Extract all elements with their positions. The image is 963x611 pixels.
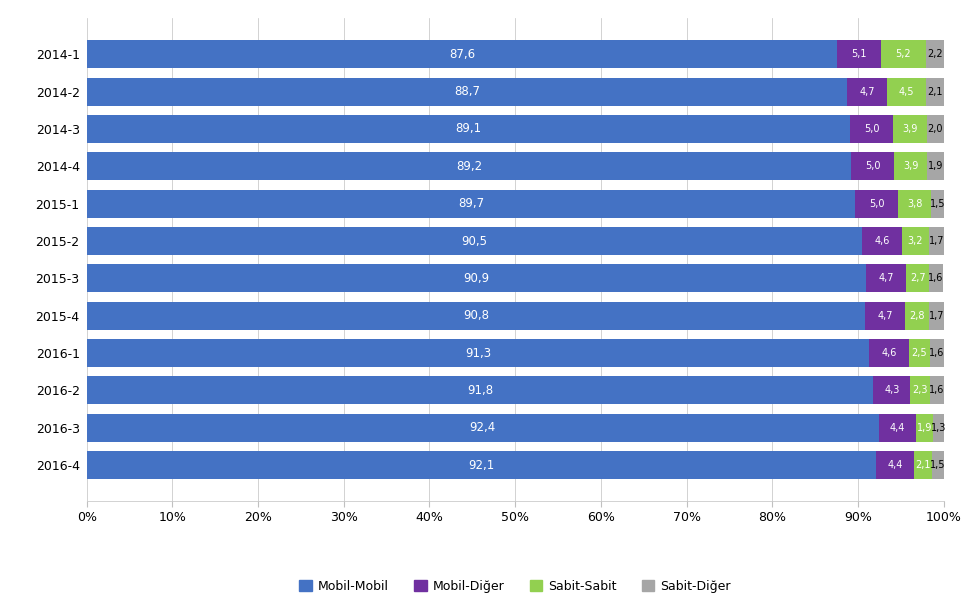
Text: 2,1: 2,1	[927, 87, 943, 97]
Bar	[870, 339, 909, 367]
Bar	[87, 376, 873, 404]
Text: 5,0: 5,0	[864, 124, 879, 134]
Text: 4,5: 4,5	[898, 87, 914, 97]
Bar	[909, 339, 930, 367]
Bar	[925, 78, 944, 106]
Text: 4,6: 4,6	[874, 236, 890, 246]
Bar	[87, 189, 855, 218]
Bar	[87, 451, 876, 479]
Text: 88,7: 88,7	[454, 85, 480, 98]
Bar	[876, 451, 914, 479]
Text: 5,1: 5,1	[851, 49, 867, 59]
Legend: Mobil-Mobil, Mobil-Diğer, Sabit-Sabit, Sabit-Diğer: Mobil-Mobil, Mobil-Diğer, Sabit-Sabit, S…	[295, 575, 736, 598]
Text: 3,9: 3,9	[902, 124, 918, 134]
Bar	[914, 451, 932, 479]
Text: 2,1: 2,1	[915, 460, 930, 470]
Bar	[862, 227, 901, 255]
Bar	[905, 302, 929, 330]
Bar	[894, 152, 927, 180]
Text: 4,6: 4,6	[881, 348, 897, 358]
Bar	[931, 189, 944, 218]
Text: 2,5: 2,5	[912, 348, 927, 358]
Bar	[930, 339, 944, 367]
Text: 4,7: 4,7	[878, 273, 894, 284]
Text: 4,7: 4,7	[859, 87, 874, 97]
Bar	[838, 40, 881, 68]
Text: 3,8: 3,8	[907, 199, 923, 209]
Bar	[87, 339, 870, 367]
Text: 90,9: 90,9	[463, 272, 489, 285]
Text: 90,5: 90,5	[461, 235, 487, 247]
Bar	[887, 78, 925, 106]
Text: 1,6: 1,6	[928, 273, 944, 284]
Bar	[87, 78, 846, 106]
Text: 1,5: 1,5	[930, 460, 946, 470]
Bar	[87, 227, 862, 255]
Text: 1,5: 1,5	[929, 199, 945, 209]
Text: 91,8: 91,8	[467, 384, 493, 397]
Text: 92,1: 92,1	[468, 459, 494, 472]
Bar	[929, 302, 944, 330]
Text: 1,7: 1,7	[928, 310, 944, 321]
Text: 1,9: 1,9	[928, 161, 944, 171]
Text: 2,8: 2,8	[909, 310, 924, 321]
Text: 89,1: 89,1	[455, 122, 482, 136]
Bar	[87, 414, 878, 442]
Bar	[929, 227, 944, 255]
Text: 90,8: 90,8	[463, 309, 489, 322]
Text: 4,7: 4,7	[877, 310, 893, 321]
Text: 1,6: 1,6	[929, 386, 945, 395]
Bar	[901, 227, 929, 255]
Text: 5,2: 5,2	[896, 49, 911, 59]
Bar	[851, 152, 894, 180]
Bar	[926, 115, 944, 143]
Text: 3,2: 3,2	[908, 236, 924, 246]
Text: 2,3: 2,3	[912, 386, 928, 395]
Text: 4,4: 4,4	[890, 423, 905, 433]
Text: 92,4: 92,4	[470, 421, 496, 434]
Bar	[893, 115, 926, 143]
Bar	[881, 40, 925, 68]
Bar	[87, 152, 851, 180]
Bar	[87, 40, 838, 68]
Bar	[932, 451, 945, 479]
Text: 89,7: 89,7	[458, 197, 484, 210]
Text: 5,0: 5,0	[865, 161, 880, 171]
Bar	[910, 376, 930, 404]
Bar	[917, 414, 932, 442]
Text: 91,3: 91,3	[465, 346, 491, 359]
Text: 1,9: 1,9	[917, 423, 932, 433]
Text: 4,3: 4,3	[884, 386, 899, 395]
Bar	[930, 376, 944, 404]
Bar	[87, 115, 850, 143]
Text: 1,3: 1,3	[930, 423, 946, 433]
Bar	[865, 302, 905, 330]
Bar	[846, 78, 887, 106]
Bar	[866, 265, 906, 292]
Text: 89,2: 89,2	[455, 160, 482, 173]
Bar	[87, 302, 865, 330]
Text: 1,7: 1,7	[928, 236, 944, 246]
Text: 3,9: 3,9	[903, 161, 919, 171]
Bar	[906, 265, 929, 292]
Bar	[932, 414, 944, 442]
Bar	[929, 265, 943, 292]
Text: 2,7: 2,7	[910, 273, 925, 284]
Text: 2,0: 2,0	[927, 124, 943, 134]
Bar	[855, 189, 898, 218]
Text: 1,6: 1,6	[929, 348, 945, 358]
Bar	[878, 414, 917, 442]
Bar	[898, 189, 931, 218]
Bar	[850, 115, 893, 143]
Bar	[927, 152, 944, 180]
Text: 5,0: 5,0	[870, 199, 885, 209]
Text: 2,2: 2,2	[927, 49, 943, 59]
Text: 87,6: 87,6	[449, 48, 475, 60]
Bar	[925, 40, 945, 68]
Bar	[87, 265, 866, 292]
Text: 4,4: 4,4	[887, 460, 902, 470]
Bar	[873, 376, 910, 404]
